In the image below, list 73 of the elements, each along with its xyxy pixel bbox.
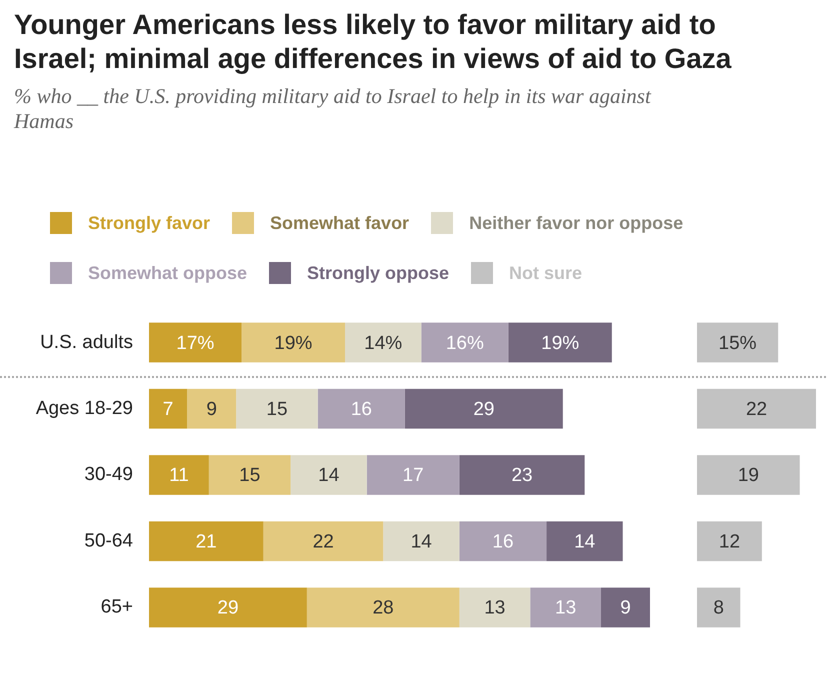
data-label: 17%	[176, 332, 214, 354]
data-label: 19	[738, 465, 760, 486]
data-label: 9	[206, 398, 217, 420]
bar	[149, 455, 209, 495]
data-label: 21	[196, 531, 217, 552]
bar	[383, 521, 460, 562]
y-tick-label: U.S. adults	[40, 332, 133, 353]
bar	[149, 322, 242, 362]
bar	[149, 388, 188, 429]
data-label: 17	[402, 465, 424, 486]
y-tick-label: 50-64	[84, 530, 134, 552]
data-label: 28	[372, 598, 394, 619]
data-label: 15%	[718, 332, 758, 354]
legend-label: Strongly oppose	[307, 262, 450, 284]
data-label: 14	[574, 531, 596, 552]
y-tick-label: 65+	[100, 596, 133, 618]
data-label: 16%	[446, 332, 484, 354]
bar	[404, 388, 563, 429]
bar	[697, 455, 800, 495]
data-label: 29	[473, 398, 494, 420]
data-label: 19%	[541, 332, 580, 354]
chart-title: Younger Americans less likely to favor military aid to Israel; minimal age differences in views of aid to Gaza	[14, 8, 732, 76]
legend-label: Somewhat oppose	[88, 262, 248, 284]
bar	[421, 322, 508, 362]
data-label: 14%	[364, 332, 402, 354]
bar	[600, 588, 650, 628]
bar	[263, 521, 384, 562]
bar	[459, 588, 530, 628]
legend-label: Strongly favor	[88, 212, 210, 234]
data-label: 23	[511, 465, 533, 486]
data-label: 7	[162, 398, 174, 420]
legend-label: Neither favor nor oppose	[469, 212, 684, 234]
data-label: 8	[714, 598, 724, 619]
y-tick-label: 30-49	[84, 464, 133, 486]
bar	[290, 455, 367, 495]
data-label: 16	[492, 531, 514, 552]
data-label: 15	[239, 465, 260, 486]
bar	[306, 588, 460, 628]
bar	[149, 588, 307, 628]
bar	[208, 455, 291, 495]
bar	[345, 322, 422, 362]
y-tick-label: Ages 18-29	[36, 398, 133, 419]
bar	[242, 322, 346, 362]
bar	[187, 388, 236, 429]
bar	[508, 322, 612, 362]
bar	[546, 521, 623, 562]
data-label: 29	[217, 598, 239, 619]
data-label: 19%	[274, 332, 312, 354]
bar	[697, 322, 779, 362]
legend-label: Not sure	[509, 262, 582, 284]
data-label: 16	[350, 398, 372, 420]
data-label: 12	[719, 531, 740, 552]
data-label: 14	[318, 465, 340, 486]
bar	[697, 388, 816, 429]
bar	[459, 521, 547, 562]
data-label: 22	[312, 531, 334, 552]
data-label: 22	[746, 398, 768, 420]
data-label: 15	[266, 398, 288, 420]
data-label: 11	[169, 465, 189, 486]
bar	[530, 588, 601, 628]
bar	[697, 521, 762, 562]
bar	[459, 455, 585, 495]
data-label: 9	[620, 598, 631, 619]
legend-label: Somewhat favor	[270, 212, 410, 234]
bar	[697, 588, 741, 628]
bar	[236, 388, 318, 429]
data-label: 14	[410, 531, 432, 552]
data-label: 13	[555, 598, 576, 619]
bar	[149, 521, 264, 562]
bar	[318, 388, 405, 429]
data-label: 13	[484, 598, 506, 619]
bar	[366, 455, 460, 495]
chart-subtitle: % who __ the U.S. providing military aid to Israel to help in its war against Hamas	[14, 84, 652, 134]
